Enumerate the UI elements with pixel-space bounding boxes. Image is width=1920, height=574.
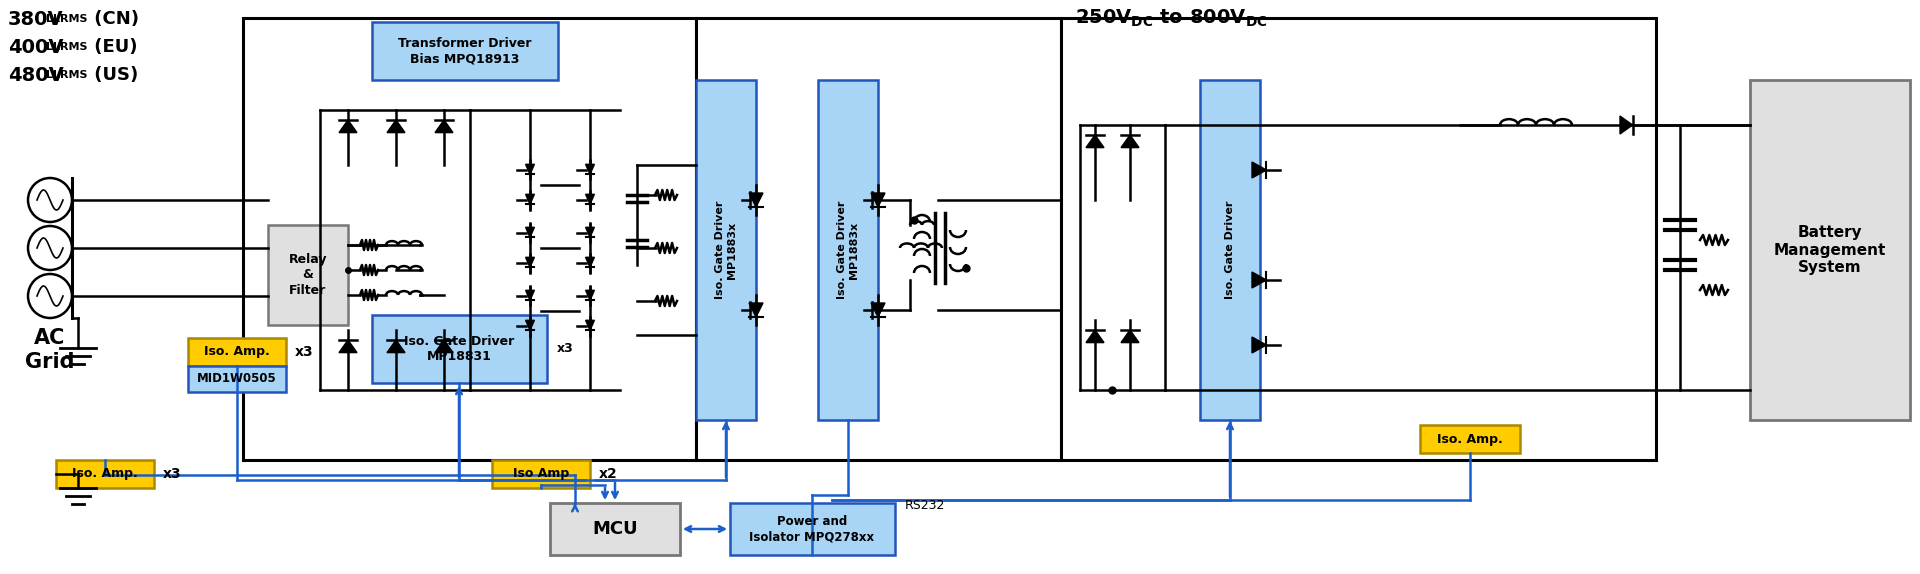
Text: (US): (US) xyxy=(88,66,138,84)
Text: AC
Grid: AC Grid xyxy=(25,328,75,371)
Polygon shape xyxy=(586,164,595,174)
Bar xyxy=(188,366,286,392)
Bar xyxy=(372,315,547,383)
Polygon shape xyxy=(526,257,534,267)
Polygon shape xyxy=(1087,330,1104,343)
Text: MCU: MCU xyxy=(591,520,637,538)
Text: x3: x3 xyxy=(557,343,574,355)
Bar xyxy=(492,460,589,488)
Text: Iso. Amp.: Iso. Amp. xyxy=(1438,432,1503,445)
Text: 380V: 380V xyxy=(8,10,63,29)
Polygon shape xyxy=(749,193,762,207)
Polygon shape xyxy=(526,227,534,238)
Bar xyxy=(269,225,348,325)
Polygon shape xyxy=(1121,135,1139,148)
Text: (CN): (CN) xyxy=(88,10,138,28)
Polygon shape xyxy=(1121,330,1139,343)
Polygon shape xyxy=(526,290,534,300)
Polygon shape xyxy=(586,320,595,331)
Polygon shape xyxy=(872,193,885,207)
Text: Iso. Amp.: Iso. Amp. xyxy=(204,346,271,359)
Text: Iso. Gate Driver: Iso. Gate Driver xyxy=(1225,201,1235,299)
Bar xyxy=(695,18,1062,460)
Text: x3: x3 xyxy=(163,467,180,481)
Bar xyxy=(818,80,877,420)
Polygon shape xyxy=(436,120,453,133)
Text: 250V$_{\mathbf{DC}}$ to 800V$_{\mathbf{DC}}$: 250V$_{\mathbf{DC}}$ to 800V$_{\mathbf{D… xyxy=(1075,8,1267,29)
Text: Battery
Management
System: Battery Management System xyxy=(1774,225,1885,275)
Polygon shape xyxy=(872,303,885,317)
Text: RS232: RS232 xyxy=(904,499,945,512)
Polygon shape xyxy=(1252,162,1267,178)
Polygon shape xyxy=(749,303,762,317)
Text: Iso. Gate Driver
MP18831: Iso. Gate Driver MP18831 xyxy=(403,335,515,363)
Bar xyxy=(372,22,559,80)
Text: MID1W0505: MID1W0505 xyxy=(198,373,276,386)
Polygon shape xyxy=(586,227,595,238)
Polygon shape xyxy=(526,164,534,174)
Text: (EU): (EU) xyxy=(88,38,138,56)
Bar xyxy=(1200,80,1260,420)
Text: Iso. Gate Driver
MP1883x: Iso. Gate Driver MP1883x xyxy=(714,201,737,299)
Text: Power and
Isolator MPQ278xx: Power and Isolator MPQ278xx xyxy=(749,515,876,543)
Polygon shape xyxy=(586,194,595,204)
Polygon shape xyxy=(586,257,595,267)
Polygon shape xyxy=(436,340,453,352)
Polygon shape xyxy=(526,320,534,331)
Text: Transformer Driver
Bias MPQ18913: Transformer Driver Bias MPQ18913 xyxy=(397,37,532,65)
Bar xyxy=(1421,425,1521,453)
Polygon shape xyxy=(1087,135,1104,148)
Polygon shape xyxy=(388,340,405,352)
Polygon shape xyxy=(388,120,405,133)
Polygon shape xyxy=(526,194,534,204)
Bar xyxy=(188,338,286,366)
Text: LLRMS: LLRMS xyxy=(46,70,88,80)
Text: x3: x3 xyxy=(294,345,313,359)
Bar xyxy=(549,503,680,555)
Polygon shape xyxy=(1252,337,1267,353)
Text: Relay
&
Filter: Relay & Filter xyxy=(288,254,326,297)
Text: 480V: 480V xyxy=(8,66,63,85)
Bar xyxy=(1749,80,1910,420)
Text: x2: x2 xyxy=(599,467,618,481)
Bar xyxy=(730,503,895,555)
Bar xyxy=(244,18,695,460)
Bar xyxy=(56,460,154,488)
Text: LLRMS: LLRMS xyxy=(46,14,88,24)
Polygon shape xyxy=(1252,272,1267,288)
Text: Iso. Amp.: Iso. Amp. xyxy=(73,467,138,480)
Text: Iso Amp: Iso Amp xyxy=(513,467,568,480)
Polygon shape xyxy=(340,120,357,133)
Bar xyxy=(695,80,756,420)
Text: 400V: 400V xyxy=(8,38,63,57)
Bar xyxy=(1062,18,1655,460)
Text: Iso. Gate Driver
MP1883x: Iso. Gate Driver MP1883x xyxy=(837,201,858,299)
Polygon shape xyxy=(586,290,595,300)
Polygon shape xyxy=(1620,116,1632,134)
Polygon shape xyxy=(340,340,357,352)
Text: LLRMS: LLRMS xyxy=(46,42,88,52)
